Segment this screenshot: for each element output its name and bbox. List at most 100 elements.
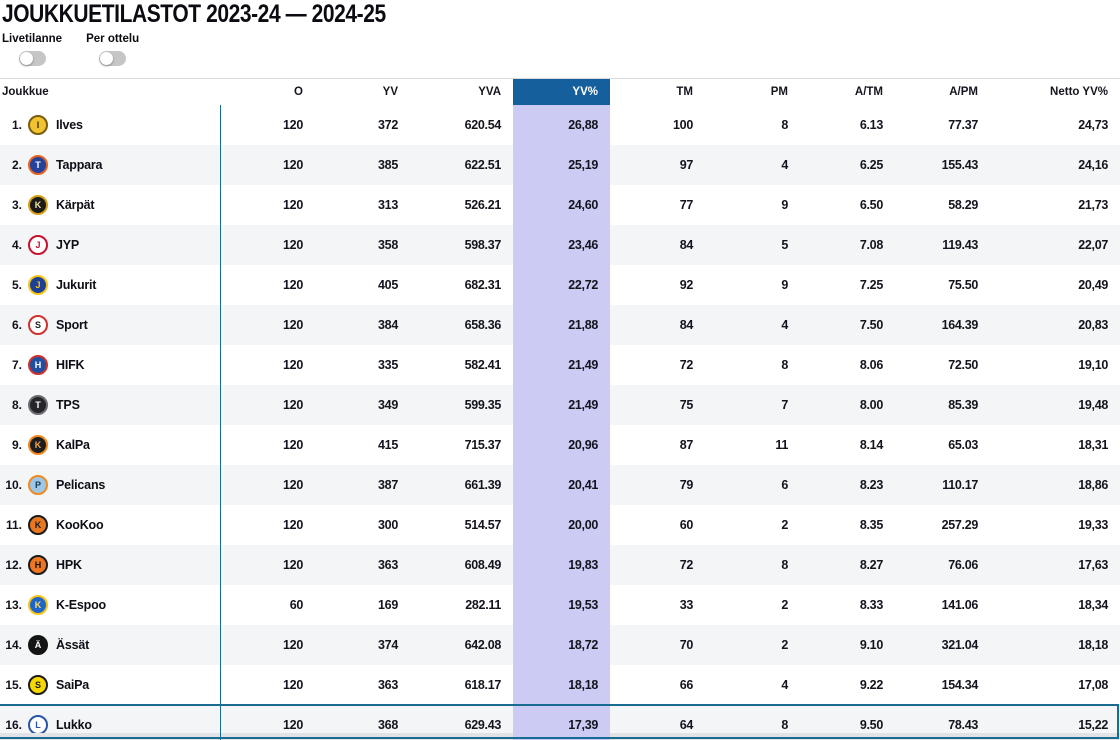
table-row[interactable]: 9. K KalPa 120 415 715.37 20,96 87 11 8.… (0, 425, 1120, 465)
team-name: HPK (56, 558, 82, 572)
cell-tm: 79 (679, 478, 694, 492)
jyp-logo-icon: J (28, 235, 48, 255)
cell-a-tm: 7.08 (859, 238, 883, 252)
kookoo-logo-icon: K (28, 515, 48, 535)
rank-label: 7. (11, 358, 22, 372)
team-name: Tappara (56, 158, 103, 172)
cell-yva: 620.54 (464, 118, 502, 132)
cell-yv-pct: 18,18 (513, 665, 610, 705)
team-cell: 15. S SaiPa (0, 665, 221, 705)
cell-o: 120 (283, 398, 303, 412)
team-cell: 8. T TPS (0, 385, 221, 425)
table-row[interactable]: 13. K K-Espoo 60 169 282.11 19,53 33 2 8… (0, 585, 1120, 625)
cell-yv: 358 (378, 238, 398, 252)
table-row[interactable]: 7. H HIFK 120 335 582.41 21,49 72 8 8.06… (0, 345, 1120, 385)
cell-yv: 372 (378, 118, 398, 132)
table-row[interactable]: 1. I Ilves 120 372 620.54 26,88 100 8 6.… (0, 105, 1120, 145)
kespoo-logo-icon: K (28, 595, 48, 615)
cell-o: 120 (283, 638, 303, 652)
cell-pm: 7 (781, 398, 788, 412)
table-row[interactable]: 15. S SaiPa 120 363 618.17 18,18 66 4 9.… (0, 665, 1120, 705)
switch-knob (19, 52, 33, 65)
table-row[interactable]: 10. P Pelicans 120 387 661.39 20,41 79 6… (0, 465, 1120, 505)
rank-label: 5. (11, 278, 22, 292)
column-header-joukkue[interactable]: Joukkue (2, 86, 49, 98)
column-header-netto-yv[interactable]: Netto YV% (1050, 86, 1108, 98)
cell-netto-yv: 17,63 (1078, 558, 1108, 572)
rank-label: 12. (5, 558, 22, 572)
cell-netto-yv: 18,86 (1078, 478, 1108, 492)
cell-yv: 415 (378, 438, 398, 452)
column-header-a-pm[interactable]: A/PM (949, 86, 978, 98)
hifk-logo-icon: H (28, 355, 48, 375)
table-row[interactable]: 3. K Kärpät 120 313 526.21 24,60 77 9 6.… (0, 185, 1120, 225)
cell-yv-pct: 20,41 (513, 465, 610, 505)
cell-yva: 582.41 (464, 358, 502, 372)
cell-o: 120 (283, 238, 303, 252)
team-cell: 3. K Kärpät (0, 185, 221, 225)
cell-yv-pct: 19,83 (513, 545, 610, 585)
cell-a-tm: 8.14 (859, 438, 883, 452)
rank-label: 13. (5, 598, 22, 612)
table-row[interactable]: 14. Ä Ässät 120 374 642.08 18,72 70 2 9.… (0, 625, 1120, 665)
cell-a-pm: 78.43 (948, 718, 978, 732)
livetilanne-switch[interactable] (18, 51, 46, 66)
table-row[interactable]: 5. J Jukurit 120 405 682.31 22,72 92 9 7… (0, 265, 1120, 305)
column-header-a-tm[interactable]: A/TM (854, 86, 883, 98)
column-header-yva[interactable]: YVA (478, 86, 501, 98)
team-name: JYP (56, 238, 80, 252)
cell-a-tm: 9.10 (859, 638, 883, 652)
cell-yv-pct: 21,88 (513, 305, 610, 345)
jukurit-logo-icon: J (28, 275, 48, 295)
cell-yva: 282.11 (465, 598, 501, 612)
table-row[interactable]: 4. J JYP 120 358 598.37 23,46 84 5 7.08 … (0, 225, 1120, 265)
team-cell: 9. K KalPa (0, 425, 221, 465)
cell-tm: 92 (679, 278, 694, 292)
table-row[interactable]: 6. S Sport 120 384 658.36 21,88 84 4 7.5… (0, 305, 1120, 345)
table-row[interactable]: 8. T TPS 120 349 599.35 21,49 75 7 8.00 … (0, 385, 1120, 425)
cell-o: 120 (283, 558, 303, 572)
cell-pm: 4 (781, 158, 788, 172)
livetilanne-label: Livetilanne (2, 33, 63, 45)
cell-a-tm: 7.25 (859, 278, 883, 292)
cell-yva: 658.36 (464, 318, 502, 332)
cell-yva: 526.21 (464, 198, 502, 212)
cell-yv-pct: 23,46 (513, 225, 610, 265)
team-cell: 5. J Jukurit (0, 265, 221, 305)
cell-a-pm: 141.06 (941, 598, 979, 612)
column-header-yv[interactable]: YV (382, 86, 398, 98)
cell-yv: 363 (378, 678, 398, 692)
sport-logo-icon: S (28, 315, 48, 335)
cell-tm: 77 (679, 198, 694, 212)
cell-netto-yv: 18,18 (1078, 638, 1108, 652)
rank-label: 9. (11, 438, 22, 452)
hpk-logo-icon: H (28, 555, 48, 575)
cell-a-pm: 119.43 (942, 238, 978, 252)
team-name: Ilves (56, 118, 83, 132)
column-header-tm[interactable]: TM (676, 86, 693, 98)
cell-yv: 335 (378, 358, 398, 372)
table-row[interactable]: 12. H HPK 120 363 608.49 19,83 72 8 8.27… (0, 545, 1120, 585)
cell-yv: 387 (378, 478, 398, 492)
team-name: KalPa (56, 438, 90, 452)
per-ottelu-switch[interactable] (99, 51, 127, 66)
cell-pm: 2 (781, 638, 788, 652)
page-title: JOUKKUETILASTOT 2023-24 — 2024-25 (2, 0, 386, 28)
cell-yv: 385 (378, 158, 398, 172)
cell-yv: 169 (378, 598, 398, 612)
cell-yva: 598.37 (464, 238, 502, 252)
table-row[interactable]: 11. K KooKoo 120 300 514.57 20,00 60 2 8… (0, 505, 1120, 545)
cell-yv: 313 (378, 198, 398, 212)
cell-netto-yv: 24,73 (1078, 118, 1108, 132)
column-header-pm[interactable]: PM (770, 86, 788, 98)
cell-netto-yv: 24,16 (1078, 158, 1108, 172)
column-header-yv-pct[interactable]: YV% (513, 79, 610, 105)
column-header-o[interactable]: O (294, 86, 303, 98)
lukko-logo-icon: L (28, 715, 48, 735)
cell-tm: 84 (679, 318, 694, 332)
rank-label: 6. (11, 318, 22, 332)
cell-netto-yv: 21,73 (1078, 198, 1108, 212)
table-row[interactable]: 2. T Tappara 120 385 622.51 25,19 97 4 6… (0, 145, 1120, 185)
horizontal-scrollbar[interactable] (0, 733, 1120, 740)
switch-knob (100, 52, 114, 65)
